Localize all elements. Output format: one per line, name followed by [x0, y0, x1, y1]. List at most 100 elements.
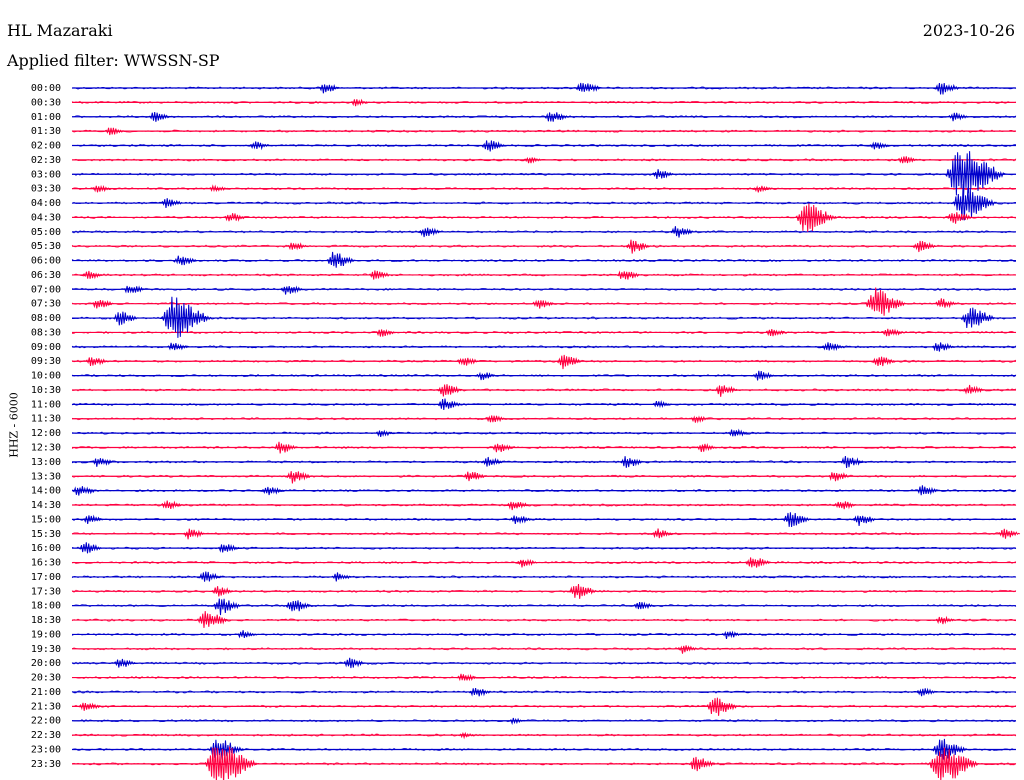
seismic-event — [196, 611, 229, 628]
seismic-event — [212, 598, 242, 616]
seismic-event — [997, 528, 1021, 539]
seismic-event — [931, 342, 955, 352]
trace-noise — [71, 618, 1017, 622]
seismic-event — [437, 398, 461, 410]
seismic-event — [273, 441, 298, 454]
row-time-label: 08:00 — [31, 313, 61, 324]
trace-noise — [71, 115, 1017, 119]
seismic-event — [375, 328, 397, 337]
row-time-label: 08:30 — [31, 327, 61, 338]
seismic-event — [881, 328, 904, 337]
trace-noise — [71, 417, 1017, 421]
seismic-event — [869, 141, 891, 150]
seismic-event — [211, 586, 234, 597]
seismic-event — [935, 615, 957, 625]
seismic-event — [481, 456, 505, 467]
row-time-label: 09:00 — [31, 342, 61, 353]
seismic-event — [457, 731, 476, 740]
seismic-event — [532, 299, 555, 309]
seismic-event — [418, 227, 442, 238]
row-time-label: 09:30 — [31, 356, 61, 367]
seismic-event — [934, 83, 961, 95]
seismic-event — [285, 600, 313, 612]
seismic-event — [840, 456, 864, 469]
row-time-label: 10:00 — [31, 371, 61, 382]
row-time-label: 23:30 — [31, 759, 61, 770]
seismic-event — [508, 717, 526, 726]
seismic-event — [934, 298, 958, 309]
filter-label: Applied filter: WWSSN-SP — [7, 51, 220, 70]
seismic-event — [651, 528, 674, 539]
seismic-event — [782, 512, 810, 528]
row-time-label: 13:00 — [31, 457, 61, 468]
seismic-event — [160, 296, 212, 338]
trace-noise — [71, 86, 1017, 90]
seismic-event — [706, 697, 739, 716]
trace-group — [71, 82, 1021, 780]
tick-label-group: 00:00 00:30 01:00 01:30 02:00 02:30 03:00 03:30… — [31, 83, 61, 770]
trace-noise — [71, 719, 1017, 723]
trace-noise — [71, 230, 1017, 234]
row-time-label: 00:30 — [31, 97, 61, 108]
seismic-event — [670, 226, 694, 238]
seismic-event — [677, 645, 699, 654]
seismic-event — [963, 384, 986, 395]
row-time-label: 06:00 — [31, 256, 61, 267]
seismic-event — [375, 429, 396, 438]
trace-noise — [71, 560, 1017, 565]
seismic-event — [462, 471, 487, 482]
row-time-label: 14:30 — [31, 500, 61, 511]
trace-noise — [71, 733, 1017, 737]
seismic-event — [343, 657, 366, 669]
seismic-event — [916, 687, 938, 697]
seismic-event — [871, 356, 896, 367]
seismic-event — [208, 184, 229, 193]
row-time-label: 10:30 — [31, 385, 61, 396]
seismic-event — [326, 251, 355, 268]
trace-noise — [71, 373, 1017, 378]
row-time-label: 00:00 — [31, 83, 61, 94]
row-time-label: 11:30 — [31, 414, 61, 425]
row-time-label: 23:00 — [31, 744, 61, 755]
trace-noise — [71, 129, 1017, 133]
trace-noise — [71, 345, 1017, 349]
row-time-label: 12:30 — [31, 443, 61, 454]
seismic-event — [745, 557, 772, 568]
seismic-event — [113, 658, 136, 668]
row-time-label: 03:30 — [31, 184, 61, 195]
station-title: HL Mazaraki — [7, 21, 113, 40]
trace-noise — [71, 287, 1017, 291]
trace-noise — [71, 503, 1017, 507]
trace-noise — [71, 460, 1017, 464]
seismic-event — [507, 501, 530, 511]
seismic-event — [556, 354, 583, 370]
row-time-label: 17:00 — [31, 572, 61, 583]
trace-noise — [71, 388, 1017, 392]
seismic-event — [92, 184, 113, 193]
trace-noise — [71, 402, 1017, 406]
row-time-label: 18:30 — [31, 615, 61, 626]
seismic-event — [104, 127, 126, 136]
row-time-label: 14:00 — [31, 486, 61, 497]
seismic-event — [510, 515, 533, 525]
seismic-event — [652, 399, 673, 409]
trace-noise — [71, 201, 1017, 205]
seismic-event — [828, 472, 851, 482]
seismic-event — [208, 739, 244, 760]
seismic-event — [946, 212, 973, 224]
seismic-event — [795, 203, 837, 232]
seismic-event — [952, 183, 996, 221]
row-time-label: 05:30 — [31, 241, 61, 252]
seismic-event — [79, 702, 102, 711]
seismic-event — [261, 486, 284, 496]
seismic-event — [947, 112, 969, 122]
seismic-event — [160, 500, 184, 510]
row-time-label: 06:30 — [31, 270, 61, 281]
row-time-label: 07:30 — [31, 299, 61, 310]
seismic-event — [633, 601, 655, 610]
seismic-event — [928, 747, 980, 780]
row-time-label: 20:30 — [31, 673, 61, 684]
trace-noise — [71, 158, 1017, 162]
trace-noise — [71, 632, 1017, 636]
